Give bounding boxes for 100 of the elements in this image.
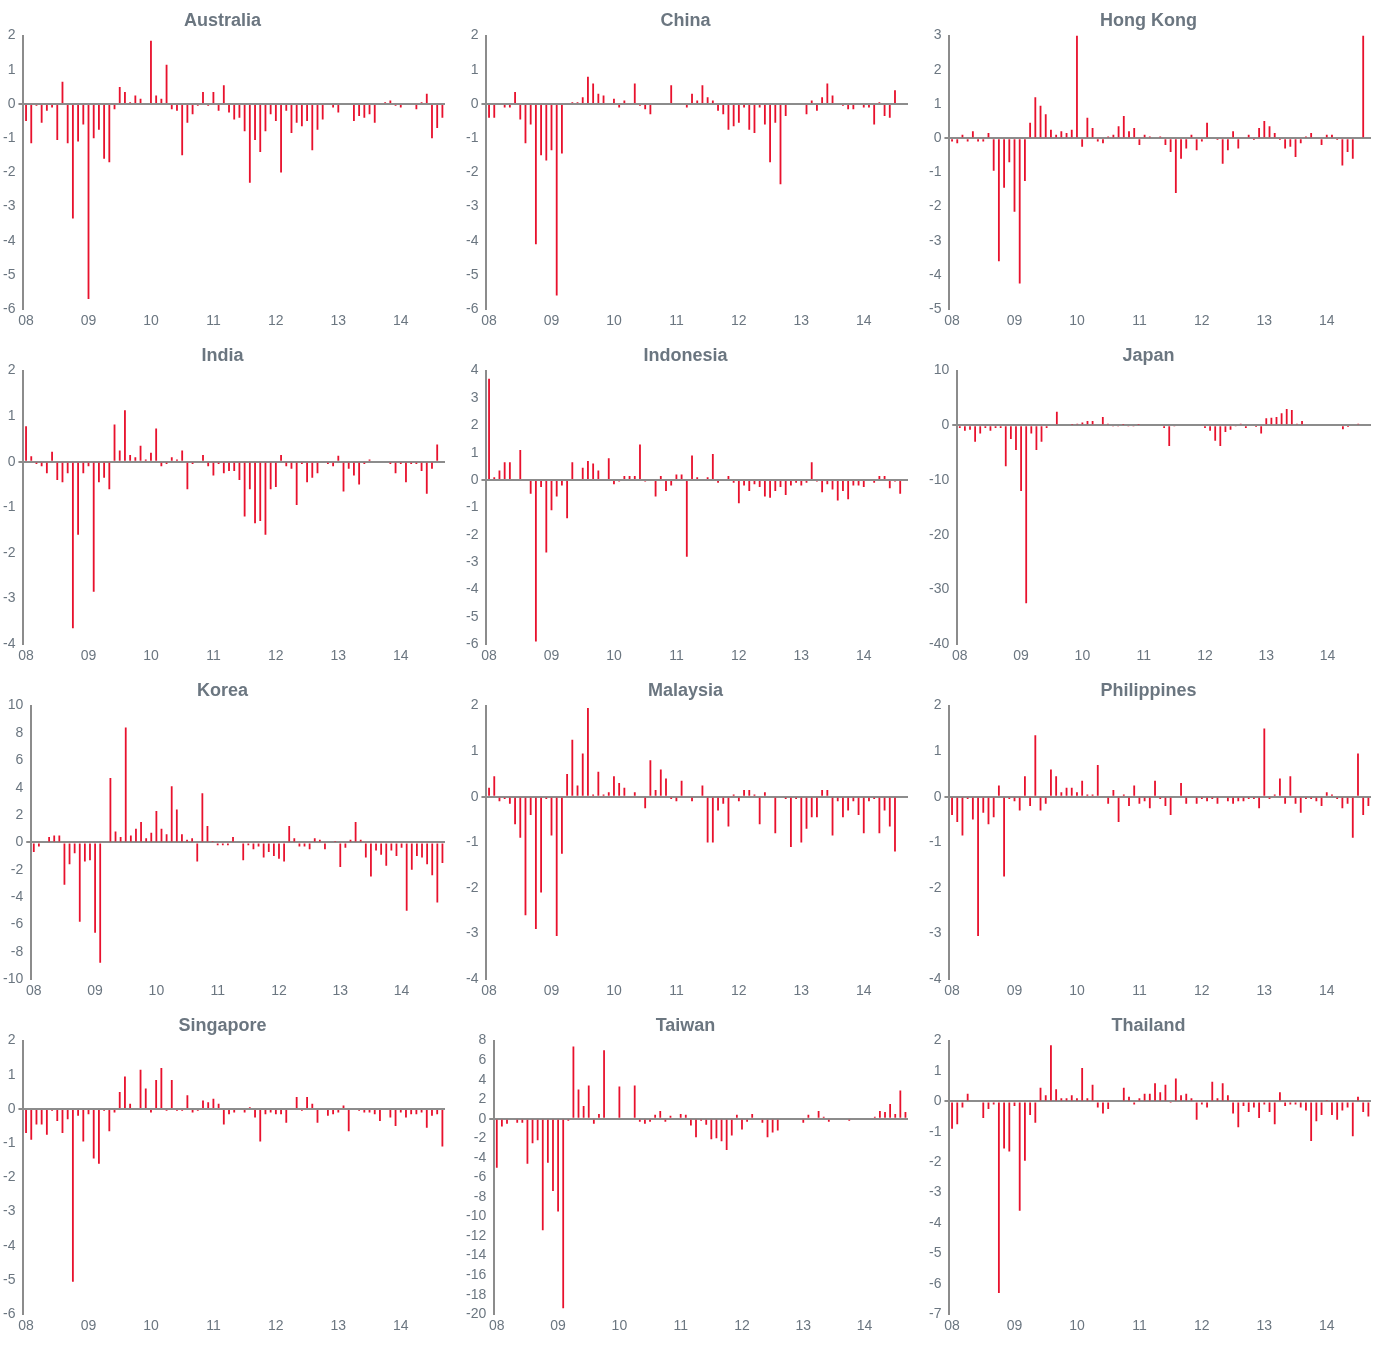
- y-tick-label: 0: [941, 416, 950, 433]
- y-tick-label: 2: [933, 1031, 942, 1048]
- y-tick-label: -4: [929, 970, 942, 987]
- y-tick-label: -10: [3, 970, 24, 987]
- x-tick-label: 13: [1256, 312, 1273, 329]
- x-tick-label: 08: [944, 1317, 961, 1334]
- y-tick-label: -10: [929, 470, 950, 487]
- x-tick-label: 11: [1132, 312, 1147, 329]
- x-tick-label: 10: [606, 312, 622, 329]
- y-tick-label: -5: [3, 265, 16, 282]
- y-tick-label: 4: [478, 1070, 487, 1087]
- x-tick-label: 13: [330, 1317, 347, 1334]
- y-tick-label: -6: [3, 1305, 16, 1322]
- x-tick-label: 08: [481, 982, 498, 999]
- y-tick-label: -3: [466, 197, 479, 214]
- y-tick-label: -14: [466, 1246, 487, 1263]
- y-tick-label: 0: [933, 129, 942, 146]
- y-tick-label: 2: [933, 696, 942, 713]
- y-tick-label: -6: [466, 300, 479, 317]
- y-tick-label: 0: [7, 1099, 16, 1116]
- x-tick-label: 12: [1194, 312, 1210, 329]
- y-tick-label: -1: [466, 129, 479, 146]
- x-tick-label: 10: [611, 1317, 628, 1334]
- y-tick-label: -1: [3, 498, 16, 515]
- y-tick-label: -6: [10, 915, 24, 932]
- y-tick-label: 1: [7, 1065, 16, 1082]
- x-tick-label: 11: [669, 647, 684, 664]
- x-tick-label: 14: [392, 1317, 409, 1334]
- y-tick-label: -2: [929, 1153, 942, 1170]
- x-tick-label: 10: [1069, 982, 1085, 999]
- x-tick-label: 08: [18, 1317, 35, 1334]
- chart-title: Singapore: [178, 1014, 267, 1035]
- chart-title: Philippines: [1100, 679, 1197, 700]
- y-tick-label: 0: [470, 787, 479, 804]
- x-tick-label: 08: [481, 647, 498, 664]
- x-tick-label: 12: [268, 647, 284, 664]
- y-tick-label: -1: [466, 833, 479, 850]
- y-tick-label: 1: [933, 742, 942, 759]
- y-tick-label: -4: [929, 1213, 942, 1230]
- y-tick-label: 0: [7, 94, 16, 111]
- y-tick-label: -4: [3, 1236, 16, 1253]
- x-tick-label: 11: [1136, 647, 1152, 664]
- y-tick-label: -4: [3, 635, 16, 652]
- chart-title: Indonesia: [643, 344, 729, 365]
- y-tick-label: -10: [466, 1207, 487, 1224]
- x-tick-label: 08: [26, 982, 42, 999]
- y-tick-label: 4: [15, 778, 24, 795]
- y-tick-label: 2: [933, 60, 942, 77]
- x-tick-label: 12: [731, 982, 747, 999]
- x-tick-label: 11: [1132, 1317, 1147, 1334]
- x-tick-label: 11: [210, 982, 226, 999]
- x-tick-label: 14: [392, 312, 409, 329]
- x-tick-label: 11: [669, 982, 684, 999]
- x-tick-label: 13: [795, 1317, 812, 1334]
- y-tick-label: -2: [929, 197, 942, 214]
- y-tick-label: 0: [470, 94, 479, 111]
- x-tick-label: 10: [606, 647, 622, 664]
- y-tick-label: -6: [929, 1274, 942, 1291]
- x-tick-label: 13: [793, 312, 810, 329]
- y-tick-label: 3: [933, 26, 942, 43]
- x-tick-label: 11: [206, 1317, 221, 1334]
- x-tick-label: 09: [80, 647, 97, 664]
- y-tick-label: -3: [466, 924, 479, 941]
- y-tick-label: 1: [7, 60, 16, 77]
- y-tick-label: -6: [3, 300, 16, 317]
- y-tick-label: -4: [10, 887, 24, 904]
- chart-title: Japan: [1122, 344, 1175, 365]
- y-tick-label: -40: [929, 635, 950, 652]
- y-tick-label: -2: [466, 878, 479, 895]
- y-tick-label: 2: [470, 416, 479, 433]
- y-tick-label: -1: [3, 129, 16, 146]
- x-tick-label: 09: [80, 312, 97, 329]
- y-tick-label: -2: [3, 163, 16, 180]
- x-tick-label: 09: [543, 647, 560, 664]
- x-tick-label: 14: [855, 647, 872, 664]
- chart-title: Taiwan: [655, 1014, 716, 1035]
- y-tick-label: 2: [7, 361, 16, 378]
- x-tick-label: 14: [856, 1317, 873, 1334]
- y-tick-label: 2: [478, 1090, 487, 1107]
- y-tick-label: -4: [466, 580, 479, 597]
- x-tick-label: 12: [731, 312, 747, 329]
- x-tick-label: 14: [855, 982, 872, 999]
- y-tick-label: -16: [466, 1265, 487, 1282]
- y-tick-label: 2: [7, 1031, 16, 1048]
- x-tick-label: 14: [392, 647, 409, 664]
- x-tick-label: 12: [1194, 1317, 1210, 1334]
- chart-title: Malaysia: [647, 679, 725, 700]
- x-tick-label: 09: [87, 982, 104, 999]
- y-tick-label: 1: [470, 60, 479, 77]
- y-tick-label: -3: [466, 552, 479, 569]
- x-tick-label: 08: [18, 312, 35, 329]
- chart-title: Thailand: [1111, 1014, 1186, 1035]
- y-tick-label: -3: [3, 197, 16, 214]
- x-tick-label: 09: [1013, 647, 1030, 664]
- x-tick-label: 09: [1006, 312, 1023, 329]
- x-tick-label: 13: [1256, 982, 1273, 999]
- x-tick-label: 13: [1256, 1317, 1273, 1334]
- x-tick-label: 12: [268, 1317, 284, 1334]
- y-tick-label: 8: [478, 1031, 487, 1048]
- x-tick-label: 08: [481, 312, 498, 329]
